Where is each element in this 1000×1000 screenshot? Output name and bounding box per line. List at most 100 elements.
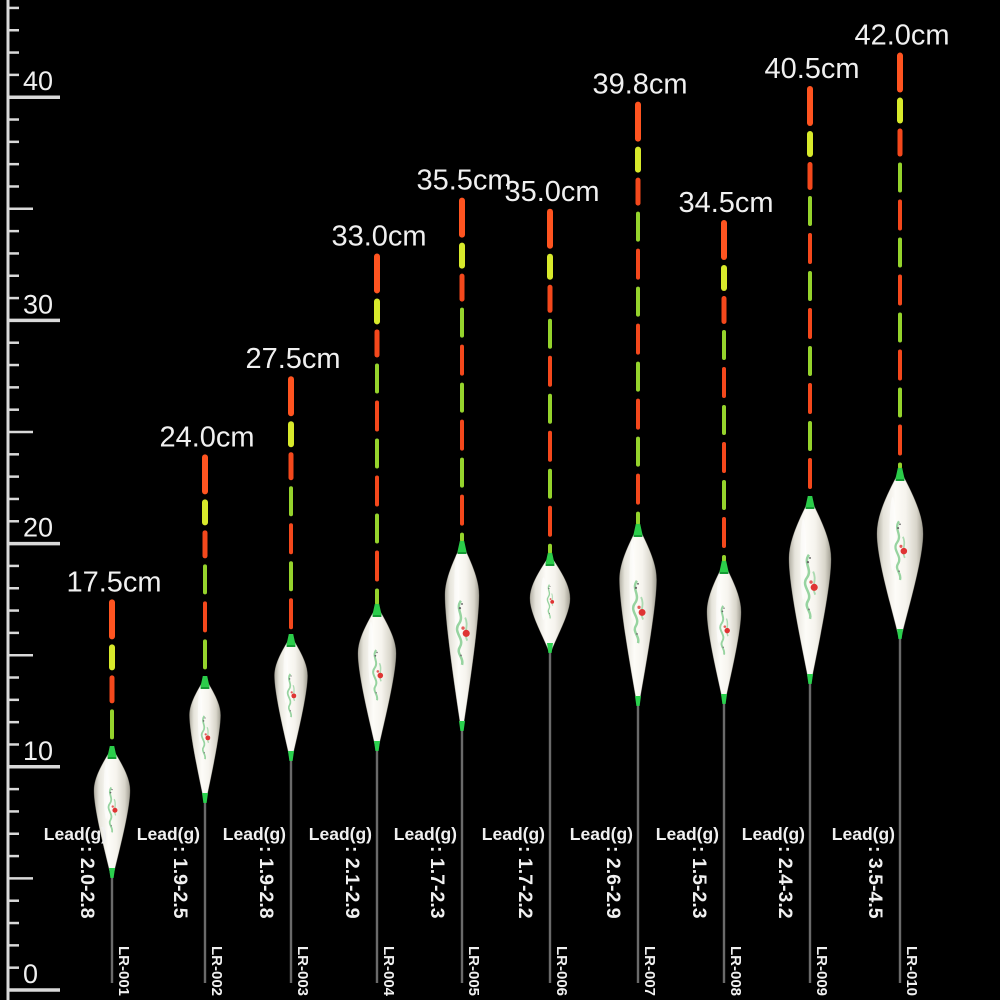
- stem-segment: [547, 208, 553, 249]
- stem-segment: [288, 421, 294, 448]
- stem-segment: [721, 219, 727, 260]
- body-collar-ring: [107, 757, 117, 759]
- art-vine-2: [292, 684, 296, 702]
- stem-segment: [203, 601, 207, 633]
- stem-segment: [289, 486, 293, 517]
- art-speck: [809, 557, 811, 559]
- art-speck: [204, 717, 206, 719]
- stem-segment: [636, 511, 640, 525]
- stem-segment: [109, 675, 115, 704]
- stem-segment: [202, 530, 208, 559]
- float-LR-004: 33.0cm Lead(g): 2.1-2.9 LR-004: [309, 220, 427, 996]
- body-collar: [107, 746, 117, 757]
- art-speck: [110, 825, 112, 827]
- stem-antenna: [202, 454, 208, 670]
- art-blossom-small: [204, 733, 207, 736]
- stem-segment: [898, 387, 902, 418]
- stem-segment: [202, 499, 208, 526]
- stem-segment: [636, 398, 640, 430]
- art-speck: [722, 646, 724, 649]
- stem-segment: [459, 273, 465, 302]
- body-tip: [635, 696, 641, 706]
- stem-segment: [460, 307, 464, 338]
- stem-segment: [636, 286, 640, 317]
- stem-segment: [808, 196, 812, 227]
- body-highlight: [716, 581, 721, 643]
- stem-antenna: [635, 101, 641, 525]
- stem-segment: [289, 523, 293, 555]
- stem-segment: [548, 430, 552, 462]
- stem-segment: [459, 197, 465, 238]
- art-blossom-small: [376, 670, 380, 673]
- body-art: [455, 600, 470, 666]
- ruler-label: 10: [23, 736, 53, 766]
- art-vine-2: [378, 662, 382, 682]
- stem-segment: [548, 505, 552, 537]
- model-label: LR-008: [727, 946, 744, 996]
- lead-title: Lead(g): [570, 824, 633, 844]
- lead-range-label: : 3.5-4.5: [864, 846, 886, 919]
- body-art: [107, 786, 118, 833]
- stem-segment: [548, 393, 552, 424]
- stem-segment: [374, 253, 380, 294]
- stem-segment: [460, 494, 464, 526]
- stem-segment: [635, 146, 641, 173]
- art-blossom: [724, 627, 730, 634]
- body-tip: [374, 741, 380, 751]
- body-art: [286, 673, 297, 718]
- stem-segment: [375, 550, 379, 582]
- art-speck: [202, 720, 205, 722]
- art-speck: [203, 752, 205, 754]
- model-label: LR-005: [465, 946, 482, 996]
- body-art: [631, 579, 646, 644]
- ruler-label: 20: [23, 513, 53, 543]
- art-speck: [549, 585, 551, 587]
- body-collar-ring: [200, 687, 210, 689]
- stem-segment: [897, 128, 903, 157]
- stem-segment: [898, 199, 902, 231]
- body-collar-ring: [633, 535, 643, 537]
- lead-range-label: : 1.9-2.8: [255, 846, 277, 919]
- art-speck: [897, 527, 900, 530]
- body-highlight: [368, 621, 374, 686]
- lead-range-label: : 2.6-2.9: [602, 846, 624, 919]
- art-speck: [461, 603, 463, 605]
- stem-segment: [375, 438, 379, 469]
- lead-title: Lead(g): [223, 824, 286, 844]
- stem-segment: [110, 709, 114, 740]
- art-speck: [374, 654, 377, 657]
- stem-segment: [288, 376, 294, 417]
- art-vine-2: [113, 798, 117, 816]
- stem-segment: [898, 274, 902, 306]
- body-collar-ring: [372, 615, 382, 617]
- art-speck: [899, 523, 901, 526]
- stem-segment: [808, 308, 812, 340]
- stem-segment: [288, 452, 294, 481]
- body-art: [372, 649, 384, 701]
- stem-segment: [460, 419, 464, 451]
- body-tip: [288, 751, 294, 761]
- stem-segment: [722, 479, 726, 510]
- stem-segment: [203, 564, 207, 595]
- model-label: LR-010: [903, 946, 920, 996]
- stem-segment: [721, 264, 727, 291]
- stem-segment: [898, 349, 902, 381]
- stem-segment: [289, 561, 293, 592]
- body-highlight: [197, 687, 203, 743]
- body-collar-ring: [719, 572, 729, 574]
- stem-antenna: [547, 208, 553, 554]
- stem-segment: [807, 86, 813, 127]
- art-vine-2: [206, 726, 210, 744]
- stem-segment: [548, 318, 552, 349]
- body-collar: [633, 524, 643, 535]
- art-speck: [548, 587, 550, 590]
- art-blossom-small: [111, 805, 114, 808]
- stem-segment: [808, 458, 812, 490]
- art-blossom: [900, 547, 908, 555]
- stem-segment: [636, 323, 640, 355]
- stem-segment: [547, 253, 553, 280]
- stem-segment: [203, 639, 207, 670]
- length-label: 40.5cm: [764, 53, 859, 85]
